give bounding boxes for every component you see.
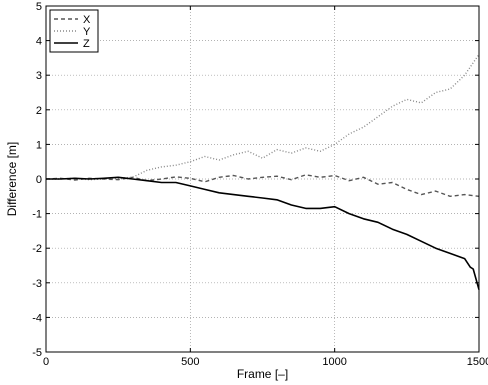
x-axis-label: Frame [–]: [237, 367, 288, 381]
y-tick-label: -1: [32, 209, 42, 221]
y-tick-label: 5: [36, 1, 42, 13]
y-tick-label: -5: [32, 347, 42, 359]
series-line-y: [46, 54, 480, 181]
x-tick-label: 1000: [322, 356, 346, 368]
legend-label-z: Z: [83, 38, 90, 50]
y-tick-label: 4: [36, 36, 42, 48]
y-tick-label: 2: [36, 105, 42, 117]
y-axis-label: Difference [m]: [5, 142, 19, 216]
x-tick-label: 1500: [467, 356, 488, 368]
legend-label-x: X: [83, 14, 91, 26]
y-tick-label: 3: [36, 70, 42, 82]
y-tick-label: -3: [32, 278, 42, 290]
grid: [46, 6, 479, 352]
y-tick-label: 0: [36, 174, 42, 186]
y-tick-label: -2: [32, 243, 42, 255]
tick-group: 0 500 1000 1500 -5 -4 -3 -2 -1 0 1 2 3 4 5: [32, 1, 488, 368]
legend-label-y: Y: [83, 26, 91, 38]
legend: XYZ: [49, 9, 99, 53]
series-group: [45, 54, 480, 290]
x-tick-label: 500: [181, 356, 199, 368]
y-tick-label: 1: [36, 139, 42, 151]
series-line-x: [45, 174, 480, 197]
x-tick-label: 0: [43, 356, 49, 368]
y-tick-label: -4: [32, 312, 42, 324]
series-line-z: [46, 176, 480, 290]
